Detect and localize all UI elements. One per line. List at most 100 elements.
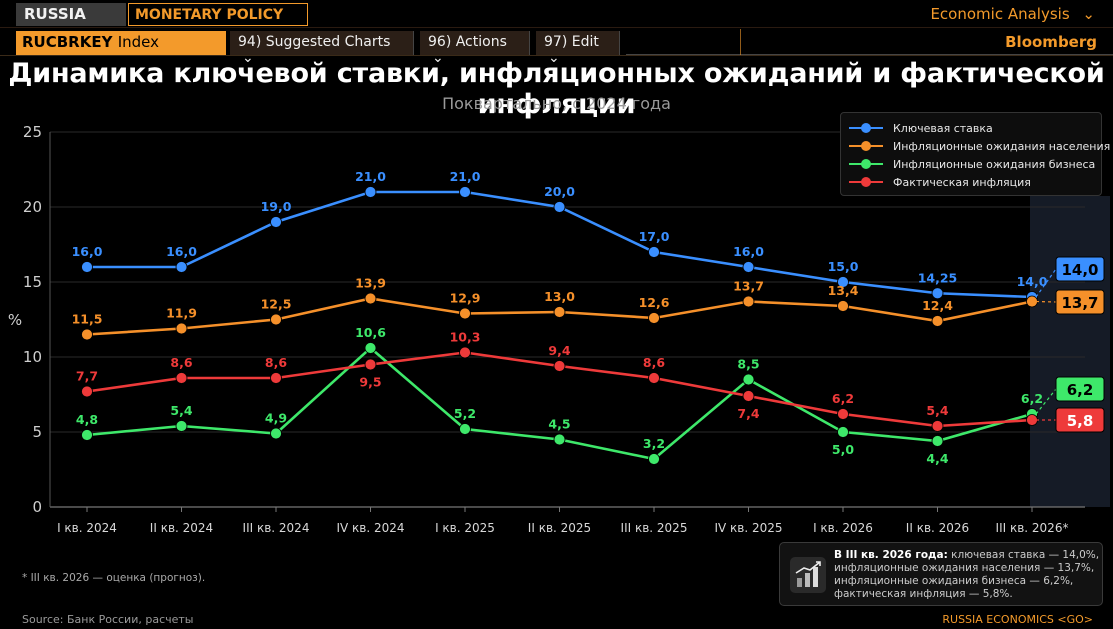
economic-analysis-label: Economic Analysis — [930, 5, 1070, 23]
data-label: 17,0 — [639, 229, 670, 244]
x-tick-label: III кв. 2025 — [621, 521, 688, 535]
data-point — [931, 420, 944, 432]
data-label: 5,4 — [170, 403, 192, 418]
data-point — [837, 408, 849, 420]
y-tick-label: 10 — [23, 348, 42, 366]
data-point — [553, 433, 566, 446]
end-badge-label: 14,0 — [1061, 261, 1098, 279]
line-chart: 0 5 10 15 20 25% I кв. 2024 II кв. 2024 III кв. … — [8, 123, 1110, 535]
legend-item-household-expectations: Инфляционные ожидания населения — [849, 137, 1110, 155]
chevron-down-icon: ⌄ — [548, 50, 560, 66]
data-label: 20,0 — [544, 184, 575, 199]
data-label: 13,4 — [828, 283, 859, 298]
data-label: 21,0 — [450, 169, 481, 184]
y-axis-label: % — [8, 311, 22, 329]
data-point — [742, 373, 755, 386]
data-point — [837, 276, 849, 288]
data-point — [364, 342, 377, 354]
data-label: 4,4 — [926, 451, 948, 466]
legend-label: Инфляционные ожидания бизнеса — [893, 157, 1096, 171]
end-badge-label: 13,7 — [1061, 294, 1098, 312]
x-tick-label: II кв. 2026 — [906, 521, 969, 535]
end-badge-label: 6,2 — [1067, 381, 1094, 399]
data-label: 7,4 — [737, 406, 759, 421]
data-label: 12,6 — [639, 295, 670, 310]
data-label: 10,3 — [450, 330, 481, 345]
x-tick-label: I кв. 2024 — [57, 521, 117, 535]
data-label: 4,9 — [265, 411, 287, 426]
data-label: 6,2 — [1021, 391, 1043, 406]
data-point — [175, 372, 188, 384]
data-label: 7,7 — [76, 369, 98, 384]
data-point — [553, 306, 566, 318]
data-label: 16,0 — [72, 244, 103, 259]
summary-line-3: инфляционные ожидания бизнеса — 6,2%, — [834, 575, 1074, 587]
chevron-down-icon: ⌄ — [432, 50, 444, 66]
summary-line-2: инфляционные ожидания населения — 13,7%, — [834, 562, 1095, 574]
data-label: 12,5 — [261, 297, 292, 312]
data-point — [648, 453, 660, 465]
russia-economics-link[interactable]: RUSSIA ECONOMICS <GO> — [942, 613, 1093, 626]
legend-item-key-rate: Ключевая ставка — [849, 119, 1093, 137]
country-tag[interactable]: RUSSIA — [16, 3, 126, 26]
data-point — [1026, 414, 1038, 426]
data-point — [81, 328, 93, 341]
y-tick-label: 25 — [23, 123, 42, 141]
data-label: 16,0 — [166, 244, 197, 259]
end-badge — [1055, 407, 1105, 433]
data-label: 3,2 — [643, 436, 665, 451]
data-label: 5,0 — [832, 442, 854, 457]
chart-legend: Ключевая ставка Инфляционные ожидания на… — [840, 112, 1110, 196]
x-tick-label: III кв. 2024 — [243, 521, 310, 535]
data-point — [648, 246, 660, 258]
data-label: 8,5 — [737, 357, 759, 372]
data-point — [837, 300, 849, 312]
economic-analysis-dropdown[interactable]: Economic Analysis ⌄ — [930, 5, 1095, 23]
data-point — [459, 346, 471, 359]
end-badge-label: 5,8 — [1067, 412, 1094, 430]
data-point — [648, 312, 660, 324]
ticker-field[interactable]: RUCBRKEY Index — [16, 31, 226, 55]
legend-label: Ключевая ставка — [893, 121, 993, 135]
bloomberg-brand: Bloomberg — [1005, 33, 1097, 51]
data-point — [175, 261, 188, 273]
data-point — [270, 427, 282, 440]
data-point — [364, 186, 377, 198]
suggested-charts-label: 94) Suggested Charts — [238, 34, 391, 50]
suggested-charts-menu[interactable]: 94) Suggested Charts ⌄ — [230, 31, 414, 66]
data-point — [364, 292, 377, 305]
data-point — [1026, 295, 1038, 308]
legend-item-business-expectations: Инфляционные ожидания бизнеса — [849, 155, 1096, 173]
summary-text: В III кв. 2026 года: ключевая ставка — 1… — [834, 549, 1099, 601]
data-label: 19,0 — [261, 199, 292, 214]
data-label: 15,0 — [828, 259, 859, 274]
y-tick-label: 20 — [23, 198, 42, 216]
data-label: 13,0 — [544, 289, 575, 304]
menu-divider — [626, 54, 1113, 55]
data-point — [931, 315, 944, 327]
data-label: 14,0 — [1017, 274, 1048, 289]
data-label: 4,5 — [548, 417, 570, 432]
data-point — [81, 429, 93, 441]
edit-menu[interactable]: 97) Edit ⌄ — [536, 31, 620, 66]
data-point — [364, 358, 377, 371]
chevron-down-icon: ⌄ — [242, 50, 254, 66]
data-label: 13,9 — [355, 276, 386, 291]
x-tick-label: IV кв. 2025 — [714, 521, 782, 535]
data-label: 5,4 — [926, 403, 948, 418]
data-label: 4,8 — [76, 412, 98, 427]
data-label: 5,2 — [454, 406, 476, 421]
section-tag[interactable]: MONETARY POLICY — [128, 3, 308, 26]
summary-line-4: фактическая инфляция — 5,8%. — [834, 588, 1013, 600]
actions-menu[interactable]: 96) Actions ⌄ — [420, 31, 530, 66]
header-separator — [740, 29, 741, 55]
end-badge — [1055, 289, 1105, 315]
bar-chart-icon — [790, 557, 826, 593]
chart-title: Динамика ключевой ставки, инфляционных о… — [8, 58, 1105, 120]
end-badge — [1055, 376, 1105, 402]
data-point — [553, 201, 566, 213]
data-label: 12,4 — [922, 298, 953, 313]
forecast-footnote: * III кв. 2026 — оценка (прогноз). — [22, 572, 206, 584]
ticker-symbol: RUCBRKEY — [22, 33, 113, 51]
data-point — [931, 435, 944, 447]
